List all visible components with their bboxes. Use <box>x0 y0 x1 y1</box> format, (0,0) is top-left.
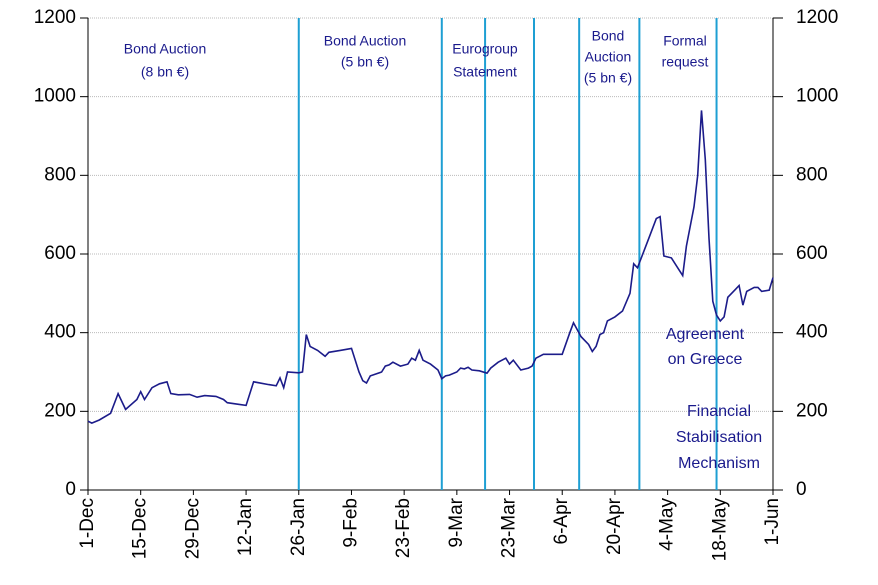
x-tick-label: 23-Mar <box>499 497 520 558</box>
y2-tick-label: 400 <box>796 322 828 343</box>
annotation: (8 bn €) <box>141 64 189 80</box>
y-tick-label: 800 <box>44 164 76 185</box>
y2-tick-label: 1200 <box>796 7 838 28</box>
x-tick-label: 15-Dec <box>130 498 151 559</box>
annotation: Bond <box>592 28 625 44</box>
annotation: on Greece <box>668 351 743 368</box>
x-tick-label: 1-Dec <box>77 498 98 549</box>
y2-tick-label: 800 <box>796 164 828 185</box>
annotation: Statement <box>453 64 517 80</box>
x-tick-label: 12-Jan <box>235 498 256 556</box>
annotation: Eurogroup <box>452 41 518 57</box>
x-tick-label: 18-May <box>709 498 730 562</box>
y-tick-label: 600 <box>44 243 76 264</box>
x-tick-label: 20-Apr <box>604 497 625 555</box>
x-tick-label: 4-May <box>657 498 678 551</box>
y-tick-label: 1000 <box>34 86 76 107</box>
annotation: Agreement <box>666 326 745 343</box>
x-tick-label: 1-Jun <box>762 498 783 546</box>
annotation: (5 bn €) <box>341 54 389 70</box>
y-tick-label: 1200 <box>34 7 76 28</box>
x-tick-label: 9-Feb <box>340 498 361 548</box>
y-tick-label: 200 <box>44 400 76 421</box>
y-tick-label: 400 <box>44 322 76 343</box>
x-tick-label: 26-Jan <box>288 498 309 556</box>
x-tick-label: 9-Mar <box>446 497 467 547</box>
y-tick-label: 0 <box>65 479 76 500</box>
annotation: (5 bn €) <box>584 70 632 86</box>
y2-tick-label: 0 <box>796 479 807 500</box>
annotation: Financial <box>687 403 751 420</box>
y2-tick-label: 200 <box>796 400 828 421</box>
annotation: Auction <box>585 49 632 65</box>
x-tick-label: 29-Dec <box>182 498 203 559</box>
annotation: Bond Auction <box>324 33 407 49</box>
x-tick-label: 23-Feb <box>393 498 414 558</box>
y2-tick-label: 600 <box>796 243 828 264</box>
annotation: Stabilisation <box>676 429 762 446</box>
annotation: Formal <box>663 33 707 49</box>
annotation: Bond Auction <box>124 41 207 57</box>
data-line <box>87 110 774 424</box>
annotation: request <box>662 54 709 70</box>
annotation: Mechanism <box>678 455 760 472</box>
x-tick-label: 6-Apr <box>551 497 572 544</box>
y2-tick-label: 1000 <box>796 86 838 107</box>
